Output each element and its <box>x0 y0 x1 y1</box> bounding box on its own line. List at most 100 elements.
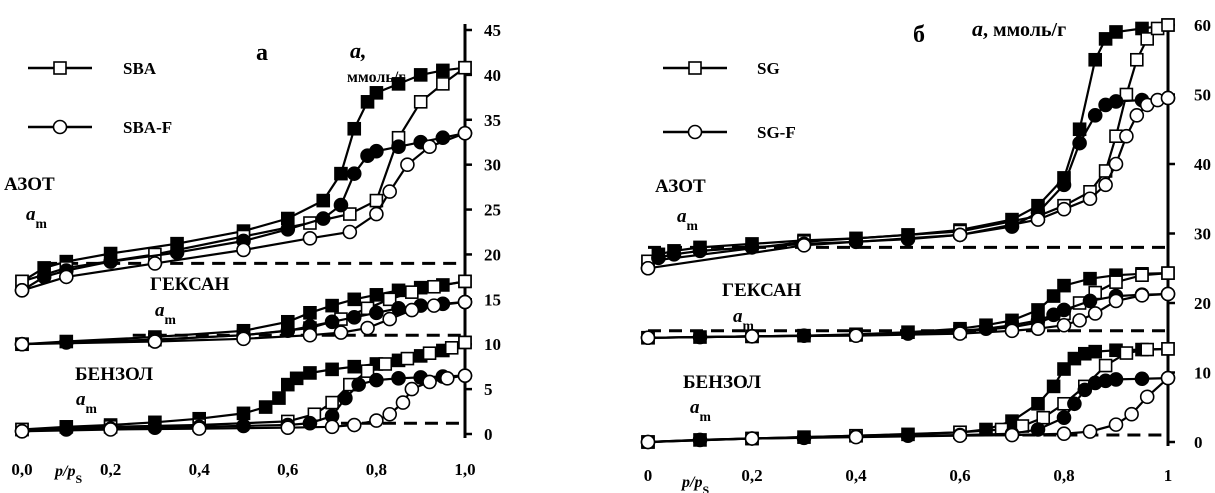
data-point <box>404 302 420 318</box>
panel-label: б <box>913 22 925 48</box>
data-point <box>1087 108 1103 123</box>
data-point <box>1082 191 1098 207</box>
data-point <box>346 309 362 325</box>
data-point <box>1109 25 1123 39</box>
legend-marker-circle <box>687 124 703 140</box>
data-point <box>333 325 349 340</box>
data-point <box>347 292 362 307</box>
data-point <box>342 224 358 240</box>
data-point <box>302 327 318 343</box>
data-point <box>369 288 384 302</box>
data-point <box>391 77 406 91</box>
data-point <box>103 422 118 437</box>
data-point <box>1088 344 1102 359</box>
y-tick-label: 60 <box>1194 16 1211 35</box>
y-tick-label: 15 <box>484 290 501 309</box>
data-point <box>1030 212 1046 227</box>
y-axis-label: a, <box>350 38 367 63</box>
data-point <box>436 63 450 78</box>
series-line <box>21 300 466 346</box>
data-point <box>1108 156 1124 172</box>
data-point <box>666 247 682 262</box>
data-point <box>14 424 30 439</box>
data-point <box>236 331 251 347</box>
annotation-am: am <box>155 300 177 327</box>
series-line <box>21 374 466 433</box>
data-point <box>1108 417 1124 432</box>
data-point <box>147 420 163 436</box>
chart-panel-1: 0 5 10 15 20 25 30 35 40 45 0,0 0,2 0,4 0,6 0,8 1,0 p/pS… <box>4 21 501 486</box>
annotation-adsorbate: БЕНЗОЛ <box>75 364 153 385</box>
data-point <box>1057 278 1071 293</box>
data-point <box>1056 410 1072 425</box>
data-point <box>1004 323 1020 339</box>
data-point <box>351 377 366 392</box>
legend-label: SBA-F <box>123 118 172 137</box>
data-point <box>1067 396 1082 412</box>
data-point <box>280 222 296 237</box>
data-point <box>1056 201 1072 217</box>
x-tick-label: 0,2 <box>100 460 121 479</box>
annotation-am: am <box>733 306 755 333</box>
data-point <box>640 260 656 276</box>
data-point <box>103 254 118 269</box>
data-point <box>369 86 384 100</box>
data-point <box>1160 90 1176 106</box>
x-tick-label: 1 <box>1164 466 1173 485</box>
data-point <box>360 364 375 378</box>
x-axis-label: p/pS <box>680 474 709 493</box>
data-point <box>346 166 362 181</box>
data-point <box>1098 32 1113 46</box>
y-tick-label: 45 <box>484 21 501 40</box>
data-point <box>413 68 428 82</box>
data-point <box>369 193 384 208</box>
data-point <box>369 143 384 159</box>
data-point <box>404 381 420 397</box>
data-point <box>391 139 406 155</box>
data-point <box>369 206 384 222</box>
data-point <box>422 374 437 390</box>
data-point <box>1082 293 1098 309</box>
x-tick-label: 1,0 <box>454 460 475 479</box>
data-point <box>302 230 318 246</box>
data-point <box>258 400 273 414</box>
legend-label: SBA <box>123 59 157 78</box>
data-point <box>1160 370 1176 386</box>
x-tick-label: 0,4 <box>845 466 867 485</box>
x-tick-label: 0,0 <box>11 460 32 479</box>
data-point <box>848 328 864 343</box>
data-point <box>744 431 760 446</box>
data-point <box>1083 271 1097 286</box>
data-point <box>378 357 393 371</box>
data-point <box>169 245 185 260</box>
data-point <box>1160 286 1176 302</box>
data-point <box>1087 306 1103 321</box>
data-point <box>1030 321 1046 337</box>
data-point <box>1056 177 1072 193</box>
data-point <box>1134 288 1150 303</box>
data-point <box>325 298 339 313</box>
data-point <box>1134 371 1150 387</box>
data-point <box>1056 426 1072 441</box>
data-point <box>1124 406 1139 422</box>
annotation-am: am <box>677 206 699 233</box>
data-point <box>316 193 331 208</box>
data-point <box>191 421 207 436</box>
data-point <box>1161 266 1175 280</box>
data-point <box>14 336 30 352</box>
legend-marker-circle <box>52 119 68 135</box>
data-point <box>1108 94 1124 109</box>
y-tick-label: 20 <box>1194 294 1211 313</box>
data-point <box>1056 317 1072 333</box>
x-tick-label: 0,2 <box>741 466 762 485</box>
data-point <box>1098 177 1113 193</box>
data-point <box>14 283 30 298</box>
y-tick-label: 25 <box>484 201 501 220</box>
data-point <box>369 413 384 428</box>
data-point <box>59 269 74 285</box>
data-point <box>1139 389 1155 405</box>
data-point <box>1072 135 1087 151</box>
data-point <box>324 419 340 435</box>
y-tick-label: 5 <box>484 380 493 399</box>
annotation-adsorbate: ГЕКСАН <box>722 280 802 301</box>
